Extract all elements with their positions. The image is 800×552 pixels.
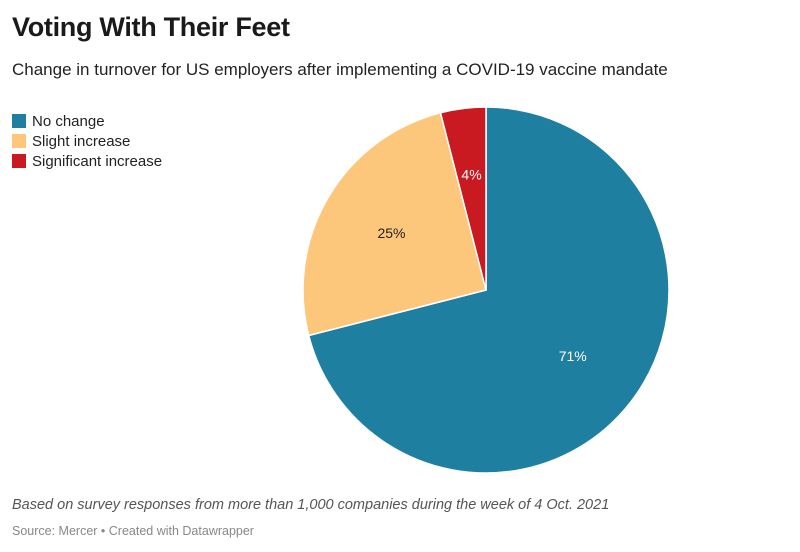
legend-swatch	[12, 114, 26, 128]
slice-no-change	[307, 106, 670, 474]
slice-slight-increase	[302, 111, 487, 337]
legend-swatch	[12, 134, 26, 148]
legend-item-no-change: No change	[12, 111, 162, 131]
legend-swatch	[12, 154, 26, 168]
chart-note: Based on survey responses from more than…	[12, 497, 610, 513]
legend-label: No change	[32, 112, 105, 130]
chart-subtitle: Change in turnover for US employers afte…	[12, 60, 668, 79]
slice-significant-increase	[439, 106, 487, 291]
legend-item-significant-increase: Significant increase	[12, 151, 162, 171]
slice-label-no-change: 71%	[559, 348, 587, 364]
legend-item-slight-increase: Slight increase	[12, 131, 162, 151]
legend: No change Slight increase Significant in…	[12, 111, 162, 171]
chart-title: Voting With Their Feet	[12, 12, 290, 42]
slice-label-slight-increase: 25%	[377, 225, 405, 241]
slice-label-significant-increase: 4%	[461, 166, 481, 182]
legend-label: Slight increase	[32, 132, 131, 150]
chart-source: Source: Mercer • Created with Datawrappe…	[12, 524, 254, 538]
legend-label: Significant increase	[32, 152, 163, 170]
